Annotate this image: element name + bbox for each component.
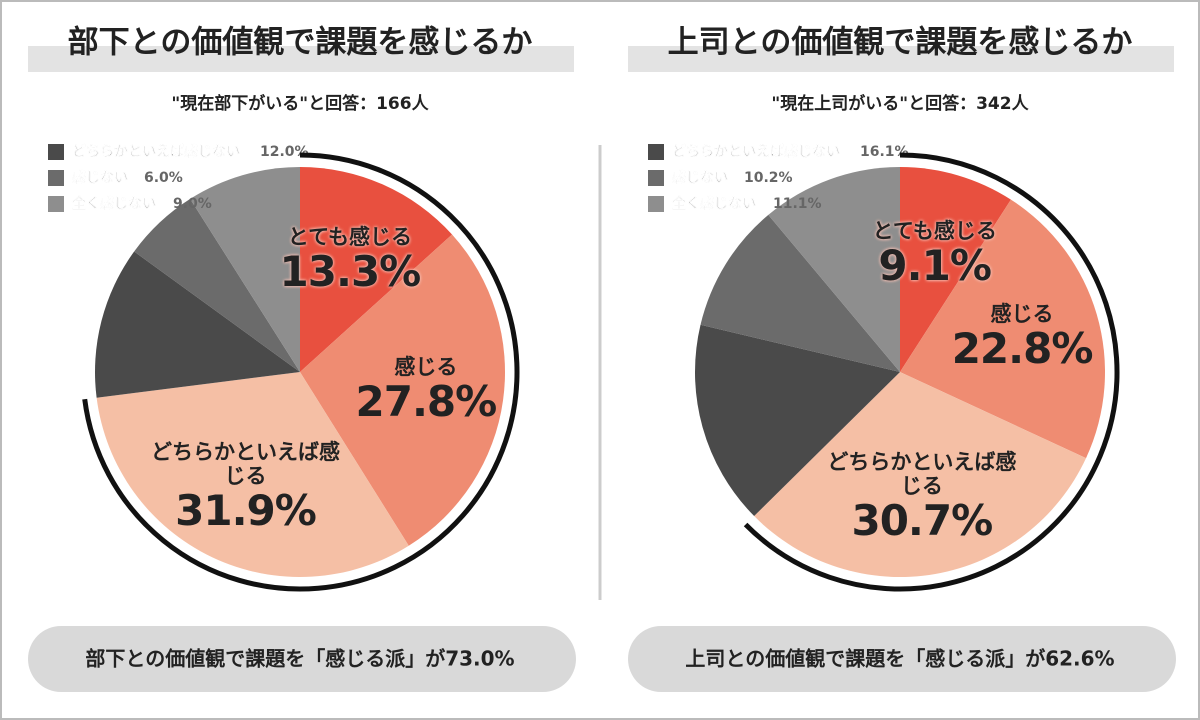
slice-value: 27.8%: [355, 376, 498, 426]
slice-label: 感じる 27.8%: [355, 354, 498, 426]
bracket-arc: [82, 152, 520, 592]
chart-title: 部下との価値観で課題を感じるか: [68, 25, 533, 61]
legend-value: 12.0%: [260, 144, 309, 160]
pie-slice: [768, 167, 900, 372]
slice-label: とても感じる 13.3%: [279, 224, 422, 296]
summary-text: 部下との価値観で課題を「感じる派」が73.0%: [85, 647, 514, 671]
subtitle: "現在部下がいる"と回答：166人: [171, 93, 429, 114]
pie-slice: [754, 372, 1087, 577]
slice-value: 22.8%: [951, 323, 1094, 373]
pie-slice: [900, 199, 1105, 459]
legend-swatch: [648, 144, 664, 160]
legend-value: 6.0%: [144, 170, 183, 186]
legend-label: 感じない: [72, 169, 128, 186]
slice-category: とても感じる: [287, 224, 413, 249]
summary-pill: [28, 626, 576, 692]
slice-value: 31.9%: [175, 485, 317, 535]
slice-value: 30.7%: [851, 496, 993, 546]
chart-title: 上司との価値観で課題を感じるか: [668, 25, 1133, 61]
pie-slice: [300, 167, 453, 372]
slice-category: どちらかといえば感じる: [827, 449, 1017, 499]
legend-swatch: [48, 196, 64, 212]
legend-label: 感じない: [672, 169, 728, 186]
pie-slice: [134, 198, 300, 372]
slice-label: 感じる 22.8%: [951, 301, 1094, 373]
legend-label: どちらかといえば感じない: [672, 143, 840, 160]
slice-label: どちらかといえば感じる 31.9%: [146, 440, 346, 534]
summary-text: 上司との価値観で課題を「感じる派」が62.6%: [685, 647, 1114, 671]
slice-category: 感じる: [394, 354, 458, 379]
slice-label: とても感じる 9.1%: [873, 219, 997, 289]
subtitle: "現在上司がいる"と回答：342人: [771, 93, 1029, 114]
pie-slice: [190, 167, 300, 372]
pie-slice: [694, 324, 900, 517]
legend-value: 16.1%: [860, 144, 909, 160]
pie-slice: [700, 214, 900, 372]
slice-category: どちらかといえば感じる: [151, 439, 341, 488]
legend-swatch: [48, 170, 64, 186]
legend-label: 全く感じない: [671, 195, 756, 212]
pie-slice: [900, 167, 1011, 372]
slice-value: 9.1%: [878, 240, 991, 290]
legend-swatch: [648, 196, 664, 212]
legend-value: 11.1%: [773, 196, 822, 212]
legend-swatch: [648, 170, 664, 186]
slice-label: どちらかといえば感じる 30.7%: [822, 450, 1022, 544]
pie-slice: [95, 251, 301, 398]
legend-value: 9.0%: [173, 196, 212, 212]
slice-category: とても感じる: [872, 218, 997, 243]
summary-pill: [628, 626, 1176, 692]
legend-swatch: [48, 144, 64, 160]
title-band: [28, 46, 574, 72]
bracket-arc: [743, 152, 1120, 592]
pie-slice: [300, 234, 505, 546]
pie-slice: [96, 372, 409, 577]
legend-value: 10.2%: [744, 170, 793, 186]
legend-label: 全く感じない: [71, 195, 156, 212]
legend-label: どちらかといえば感じない: [72, 143, 240, 160]
slice-value: 13.3%: [279, 246, 422, 296]
title-band: [628, 46, 1174, 72]
slice-category: 感じる: [990, 301, 1054, 326]
